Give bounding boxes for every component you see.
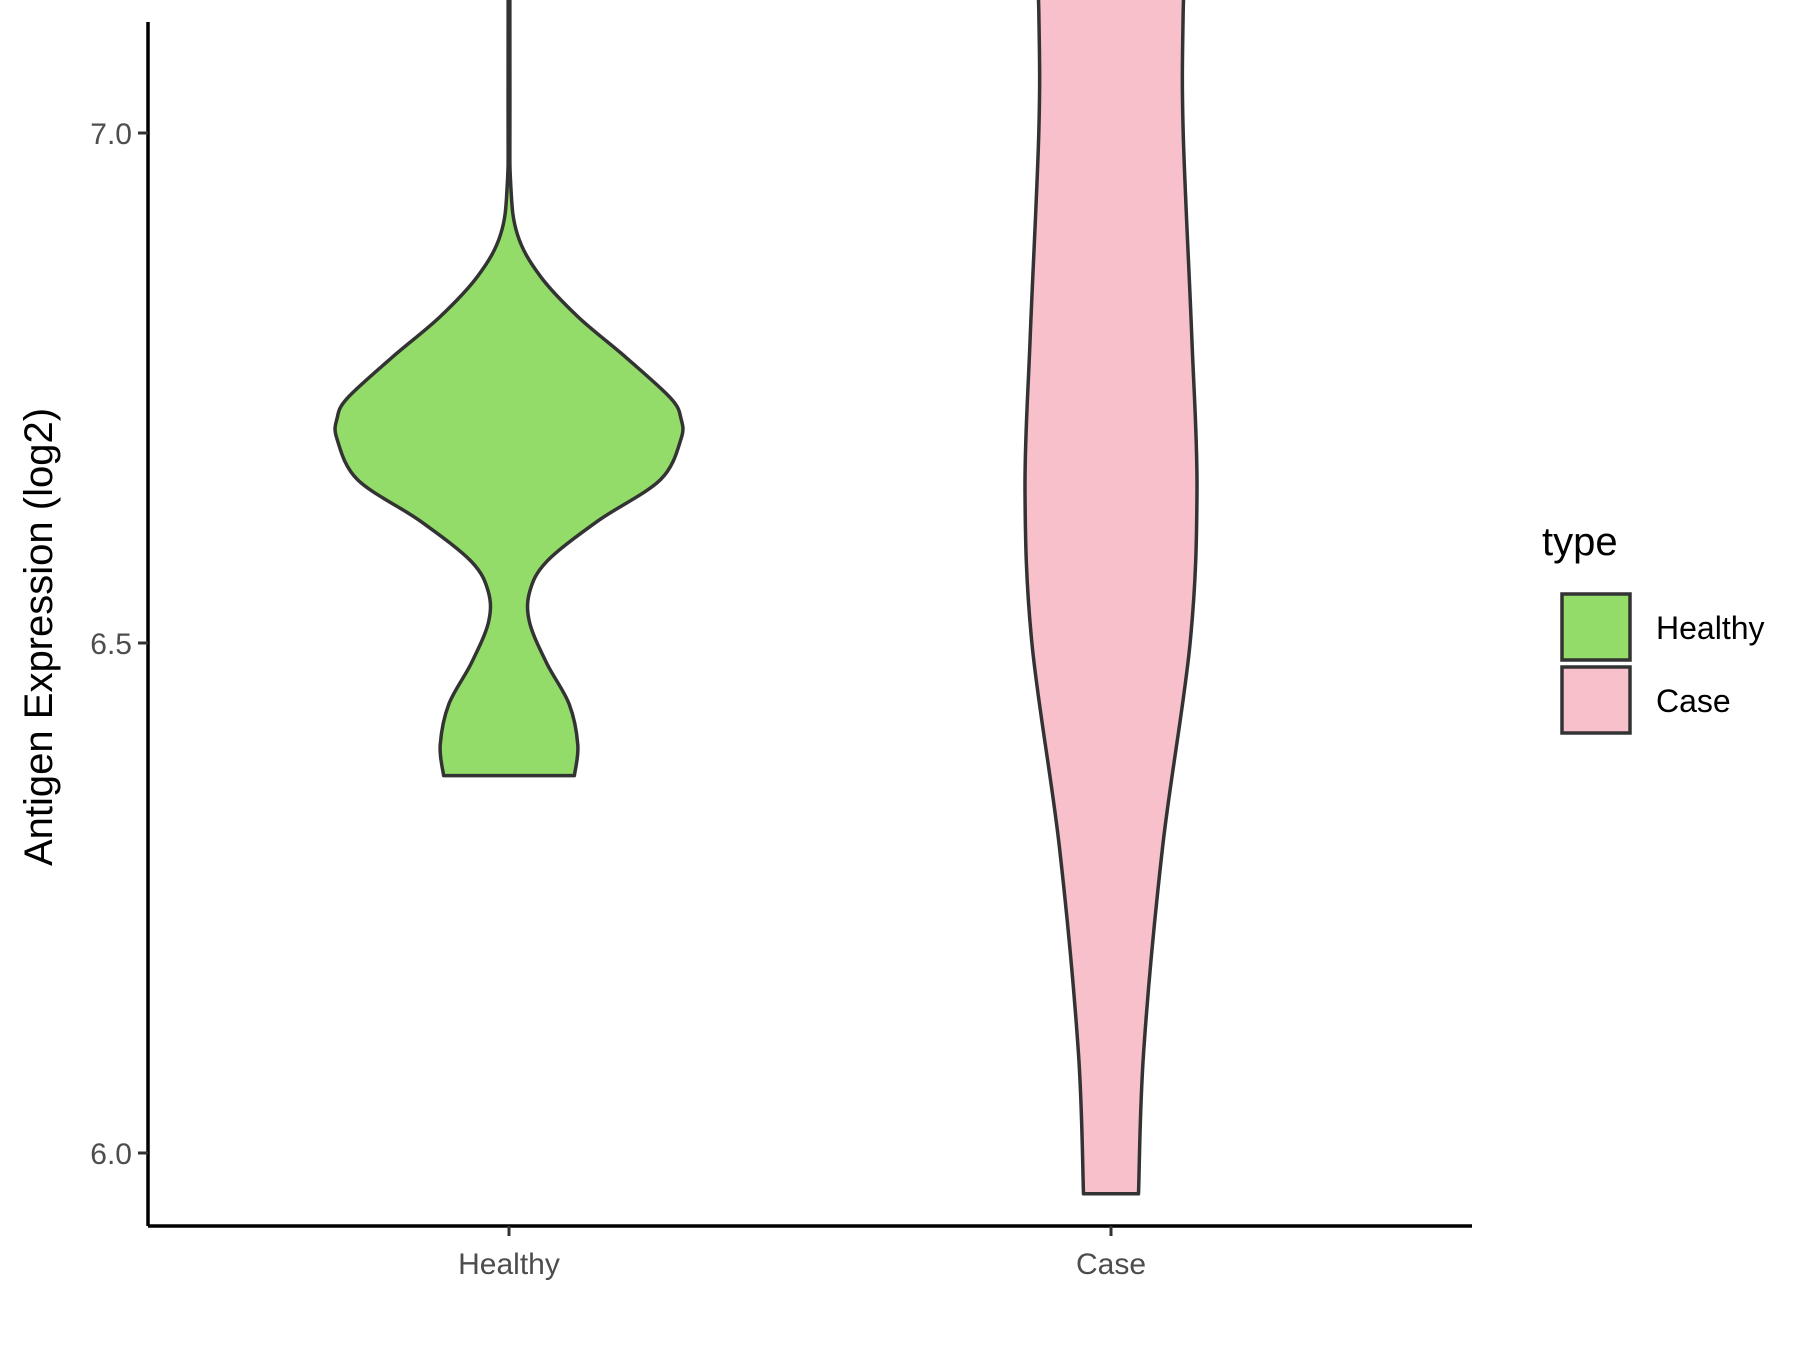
legend-swatch-case [1560,665,1632,735]
legend-label-case: Case [1656,683,1731,719]
violin-case [1023,0,1199,1196]
legend-title: type [1542,520,1618,564]
x-tick-label: Case [1076,1248,1146,1281]
violin-layer [333,0,1199,1196]
y-tick-label: 6.5 [90,628,132,661]
y-axis-title: Antigen Expression (log2) [17,408,61,866]
legend-swatch-healthy [1560,592,1632,662]
legend: type Healthy Case [1542,520,1765,735]
violin-healthy [333,0,685,778]
y-tick-label: 7.0 [90,118,132,151]
y-tick-label: 6.0 [90,1138,132,1171]
legend-label-healthy: Healthy [1656,610,1765,646]
x-tick-label: Healthy [458,1248,560,1281]
